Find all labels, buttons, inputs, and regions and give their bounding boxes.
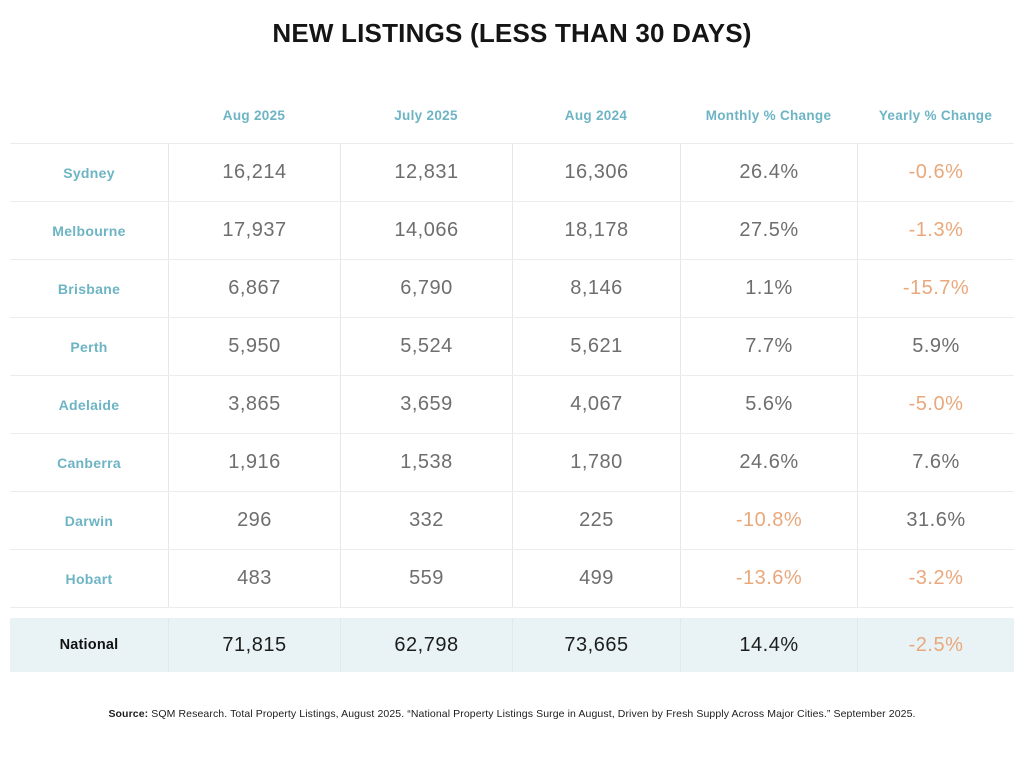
- cell-yearly-change: -15.7%: [857, 260, 1014, 317]
- cell-yearly-change: -3.2%: [857, 550, 1014, 607]
- table-row-hobart: Hobart 483 559 499 -13.6% -3.2%: [10, 550, 1014, 608]
- cell-aug-2024: 499: [512, 550, 680, 607]
- table-row-adelaide: Adelaide 3,865 3,659 4,067 5.6% -5.0%: [10, 376, 1014, 434]
- cell-aug-2024: 73,665: [512, 618, 680, 672]
- cell-monthly-change: 7.7%: [680, 318, 857, 375]
- cell-aug-2024: 5,621: [512, 318, 680, 375]
- cell-yearly-change: -0.6%: [857, 144, 1014, 201]
- cell-aug-2025: 483: [168, 550, 340, 607]
- cell-aug-2025: 1,916: [168, 434, 340, 491]
- cell-aug-2024: 225: [512, 492, 680, 549]
- cell-yearly-change: -1.3%: [857, 202, 1014, 259]
- source-text: SQM Research. Total Property Listings, A…: [151, 708, 916, 720]
- table-row-perth: Perth 5,950 5,524 5,621 7.7% 5.9%: [10, 318, 1014, 376]
- listings-table: Aug 2025 July 2025 Aug 2024 Monthly % Ch…: [10, 87, 1014, 672]
- table-row-national-total: National 71,815 62,798 73,665 14.4% -2.5…: [10, 618, 1014, 672]
- cell-aug-2025: 296: [168, 492, 340, 549]
- table-body: Sydney 16,214 12,831 16,306 26.4% -0.6% …: [10, 143, 1014, 608]
- cell-aug-2024: 16,306: [512, 144, 680, 201]
- cell-july-2025: 12,831: [340, 144, 512, 201]
- column-header-yearly-change: Yearly % Change: [878, 107, 993, 123]
- cell-july-2025: 1,538: [340, 434, 512, 491]
- cell-yearly-change: 7.6%: [857, 434, 1014, 491]
- column-header-aug-2024: Aug 2024: [564, 107, 628, 123]
- row-label: Perth: [70, 338, 108, 355]
- cell-yearly-change: 5.9%: [857, 318, 1014, 375]
- column-header-aug-2025: Aug 2025: [222, 107, 286, 123]
- cell-yearly-change: -5.0%: [857, 376, 1014, 433]
- cell-aug-2024: 1,780: [512, 434, 680, 491]
- cell-monthly-change: 24.6%: [680, 434, 857, 491]
- source-attribution: Source: SQM Research. Total Property Lis…: [0, 708, 1024, 720]
- cell-aug-2025: 71,815: [168, 618, 340, 672]
- column-header-july-2025: July 2025: [394, 107, 458, 123]
- cell-monthly-change: -10.8%: [680, 492, 857, 549]
- cell-monthly-change: 27.5%: [680, 202, 857, 259]
- table-row-melbourne: Melbourne 17,937 14,066 18,178 27.5% -1.…: [10, 202, 1014, 260]
- cell-july-2025: 332: [340, 492, 512, 549]
- row-label: Hobart: [65, 570, 113, 587]
- row-label: Adelaide: [58, 396, 120, 413]
- table-row-brisbane: Brisbane 6,867 6,790 8,146 1.1% -15.7%: [10, 260, 1014, 318]
- cell-july-2025: 3,659: [340, 376, 512, 433]
- table-row-darwin: Darwin 296 332 225 -10.8% 31.6%: [10, 492, 1014, 550]
- table-row-sydney: Sydney 16,214 12,831 16,306 26.4% -0.6%: [10, 144, 1014, 202]
- table-header-row: Aug 2025 July 2025 Aug 2024 Monthly % Ch…: [10, 87, 1014, 143]
- row-label: National: [59, 637, 119, 653]
- cell-aug-2025: 6,867: [168, 260, 340, 317]
- row-label: Brisbane: [57, 280, 121, 297]
- cell-monthly-change: 1.1%: [680, 260, 857, 317]
- cell-aug-2025: 17,937: [168, 202, 340, 259]
- table-row-canberra: Canberra 1,916 1,538 1,780 24.6% 7.6%: [10, 434, 1014, 492]
- cell-aug-2025: 3,865: [168, 376, 340, 433]
- cell-aug-2025: 5,950: [168, 318, 340, 375]
- cell-yearly-change: -2.5%: [857, 618, 1014, 672]
- cell-monthly-change: 14.4%: [680, 618, 857, 672]
- row-label: Sydney: [63, 164, 115, 181]
- column-header-monthly-change: Monthly % Change: [705, 107, 832, 123]
- cell-july-2025: 62,798: [340, 618, 512, 672]
- cell-july-2025: 5,524: [340, 318, 512, 375]
- source-label: Source:: [108, 708, 149, 720]
- cell-aug-2024: 8,146: [512, 260, 680, 317]
- header-corner-empty: [10, 87, 168, 143]
- cell-monthly-change: -13.6%: [680, 550, 857, 607]
- cell-july-2025: 6,790: [340, 260, 512, 317]
- cell-july-2025: 559: [340, 550, 512, 607]
- cell-july-2025: 14,066: [340, 202, 512, 259]
- row-label: Melbourne: [52, 222, 126, 239]
- cell-aug-2025: 16,214: [168, 144, 340, 201]
- page-title: NEW LISTINGS (LESS THAN 30 DAYS): [272, 18, 752, 48]
- cell-aug-2024: 4,067: [512, 376, 680, 433]
- cell-yearly-change: 31.6%: [857, 492, 1014, 549]
- cell-monthly-change: 5.6%: [680, 376, 857, 433]
- cell-aug-2024: 18,178: [512, 202, 680, 259]
- row-label: Darwin: [64, 512, 114, 529]
- row-label: Canberra: [57, 454, 121, 471]
- cell-monthly-change: 26.4%: [680, 144, 857, 201]
